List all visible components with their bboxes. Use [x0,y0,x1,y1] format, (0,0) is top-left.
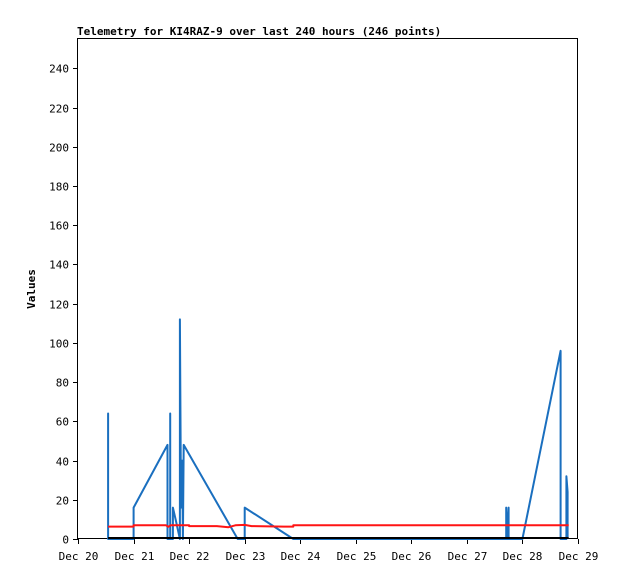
plot-frame [77,38,578,539]
y-tick-label: 0 [62,534,69,547]
y-axis: 0 20 40 60 80 100 120 140 160 180 200 220 240 [49,63,78,547]
x-tick-label: Dec 29 [559,550,599,563]
y-tick-label: 120 [49,299,69,312]
y-tick-label: 200 [49,142,69,155]
y-tick-label: 20 [56,495,69,508]
x-tick-label: Dec 27 [448,550,488,563]
x-axis: Dec 20 Dec 21 Dec 22 Dec 23 Dec 24 Dec 25 Dec … [59,539,599,563]
y-tick-label: 40 [56,456,69,469]
y-tick-label: 220 [49,103,69,116]
x-tick-label: Dec 28 [503,550,543,563]
y-tick-label: 180 [49,181,69,194]
x-tick-label: Dec 25 [337,550,377,563]
x-tick-label: Dec 21 [115,550,155,563]
x-tick-label: Dec 26 [392,550,432,563]
y-tick-label: 240 [49,63,69,76]
y-tick-label: 160 [49,220,69,233]
x-tick-label: Dec 23 [226,550,266,563]
chart-title: Telemetry for KI4RAZ-9 over last 240 hou… [77,25,441,38]
y-tick-label: 60 [56,416,69,429]
y-tick-label: 140 [49,259,69,272]
y-tick-label: 80 [56,377,69,390]
y-tick-label: 100 [49,338,69,351]
series-line-2 [108,523,569,529]
series-layer [107,318,569,540]
x-tick-label: Dec 22 [170,550,210,563]
y-axis-label: Values [25,269,38,309]
x-tick-label: Dec 24 [281,550,321,563]
x-tick-label: Dec 20 [59,550,99,563]
